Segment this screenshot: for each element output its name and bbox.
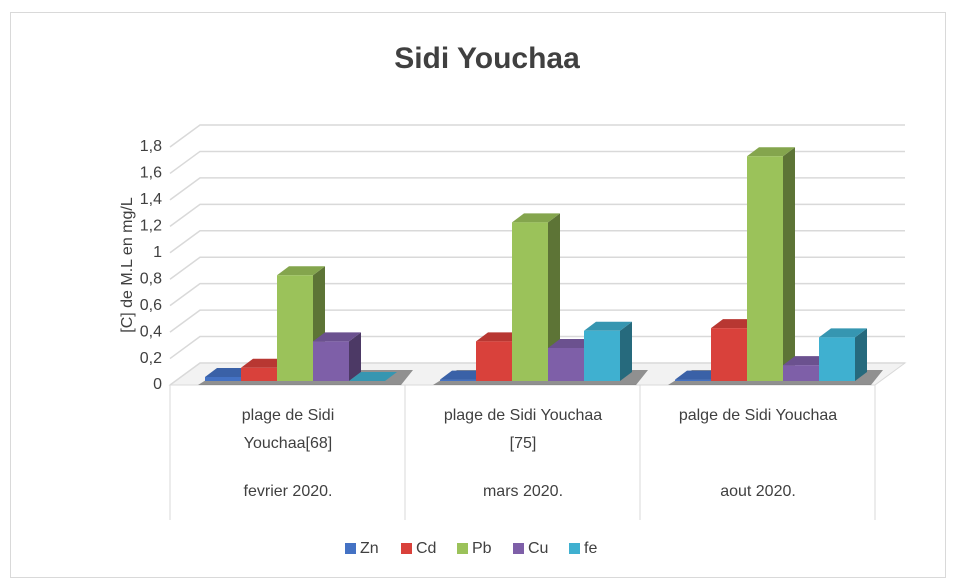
legend-label: Cd xyxy=(416,540,436,557)
legend-swatch xyxy=(401,543,412,554)
bar-face xyxy=(548,347,584,381)
x-tick-label: plage de Sidi Youchaa[68] xyxy=(241,407,335,452)
bar xyxy=(747,147,795,381)
bar-face xyxy=(349,332,361,381)
bar xyxy=(584,321,632,381)
bar xyxy=(512,213,560,381)
grid-line xyxy=(169,203,905,227)
y-tick-label: 1 xyxy=(153,244,162,261)
x-tick-label: palge de Sidi Youchaa xyxy=(678,407,838,424)
legend-swatch xyxy=(457,543,468,554)
bar-face xyxy=(277,275,313,381)
legend-swatch xyxy=(345,543,356,554)
legend-label: Cu xyxy=(528,540,548,557)
x-tick-label: plage de Sidi Youchaa [75] xyxy=(443,407,603,452)
grid-line xyxy=(169,177,905,201)
bar-face xyxy=(747,156,783,381)
bar-face xyxy=(747,147,795,157)
bar-face xyxy=(548,213,560,381)
y-tick-label: 0,2 xyxy=(140,350,162,367)
grid-line xyxy=(169,309,905,333)
bar-face xyxy=(313,341,349,381)
y-axis-label: [C] de M.L en mg/L xyxy=(119,197,136,333)
grid-line xyxy=(169,362,905,386)
legend-label: Pb xyxy=(472,540,492,557)
x-group-label: mars 2020. xyxy=(482,483,564,500)
bar-face xyxy=(584,330,620,381)
bar-face xyxy=(512,213,560,223)
legend-swatch xyxy=(513,543,524,554)
bar-face xyxy=(783,147,795,381)
bar-face xyxy=(277,266,325,276)
bar-face xyxy=(440,379,476,381)
grid-line xyxy=(169,256,905,280)
bar xyxy=(349,372,397,381)
bar-face xyxy=(620,321,632,381)
bar xyxy=(819,328,867,381)
y-tick-label: 0,4 xyxy=(140,323,162,340)
bar-face xyxy=(819,328,867,338)
y-tick-label: 1,8 xyxy=(140,138,162,155)
bar-face xyxy=(584,321,632,331)
legend-swatch xyxy=(569,543,580,554)
x-group-label: fevrier 2020. xyxy=(243,483,333,500)
bar xyxy=(313,332,361,381)
y-tick-label: 0 xyxy=(153,376,162,393)
y-tick-label: 1,2 xyxy=(140,218,162,235)
bar-face xyxy=(819,337,855,381)
bar-face xyxy=(205,377,241,381)
bar-face xyxy=(783,365,819,381)
bar-face xyxy=(241,367,277,381)
y-tick-label: 1,6 xyxy=(140,165,162,182)
x-group-label: aout 2020. xyxy=(720,483,796,500)
bar-face xyxy=(512,222,548,381)
legend-label: Zn xyxy=(360,540,379,557)
y-tick-label: 0,8 xyxy=(140,270,162,287)
bar-face xyxy=(476,341,512,381)
grid-line xyxy=(169,335,905,360)
grid-line xyxy=(169,230,905,254)
bar-face xyxy=(711,328,747,381)
bar-face xyxy=(349,372,397,381)
grid-line xyxy=(169,124,905,148)
chart-title: Sidi Youchaa xyxy=(394,42,580,75)
grid-line xyxy=(169,150,905,175)
grid-line xyxy=(169,282,905,307)
bar-face xyxy=(675,379,711,381)
y-tick-label: 0,6 xyxy=(140,297,162,314)
y-tick-label: 1,4 xyxy=(140,191,162,208)
legend-label: fe xyxy=(584,540,597,557)
bar-face xyxy=(313,332,361,342)
bar-face xyxy=(855,328,867,381)
